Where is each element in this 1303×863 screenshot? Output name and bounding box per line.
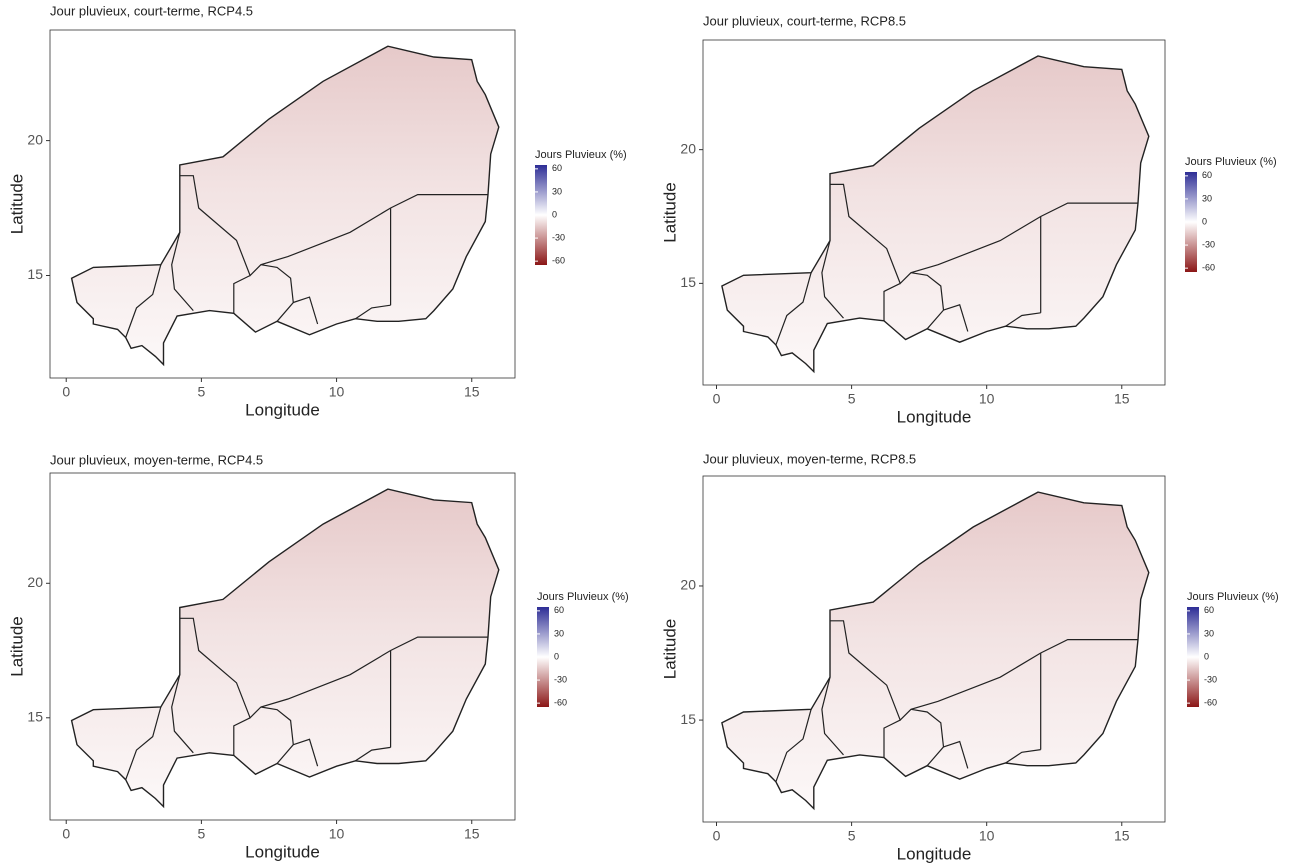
map-panel: Jour pluvieux, moyen-terme, RCP8.5 0 5 10 15… — [660, 451, 1278, 863]
panel-title: Jour pluvieux, moyen-terme, RCP8.5 — [703, 451, 916, 466]
region-border — [775, 272, 812, 346]
region-border — [293, 296, 319, 325]
x-tick-label: 5 — [197, 384, 205, 400]
region-border — [821, 677, 844, 756]
legend-tick-label: 30 — [1204, 628, 1214, 638]
legend-tick-label: 0 — [552, 209, 557, 219]
x-axis-label: Longitude — [245, 400, 320, 419]
x-tick-label: 10 — [979, 391, 995, 407]
x-tick-label: 15 — [464, 384, 480, 400]
region-border — [821, 240, 844, 319]
legend-tick-label: 30 — [554, 628, 564, 638]
x-axis-label: Longitude — [897, 844, 972, 863]
legend-tick-label: -60 — [552, 256, 565, 266]
legend-tick-label: -30 — [552, 232, 565, 242]
x-tick-label: 5 — [197, 826, 205, 842]
panel-title: Jour pluvieux, court-terme, RCP4.5 — [50, 3, 253, 18]
color-bar — [1187, 607, 1199, 707]
legend-title: Jours Pluvieux (%) — [1187, 591, 1279, 603]
y-tick-label: 15 — [27, 708, 43, 724]
country-shape — [70, 488, 500, 809]
legend-tick-label: -30 — [1202, 239, 1215, 249]
region-border — [355, 746, 391, 762]
x-tick-label: 5 — [848, 391, 856, 407]
legend-tick-label: 60 — [1204, 605, 1214, 615]
x-tick-label: 0 — [713, 391, 721, 407]
legend-tick-label: -30 — [1204, 674, 1217, 684]
legend-tick-label: 60 — [554, 605, 564, 615]
y-tick-label: 15 — [680, 274, 696, 290]
map-panel: Jour pluvieux, moyen-terme, RCP4.5 0 5 10 15… — [7, 452, 628, 861]
region-border — [910, 272, 945, 330]
region-border — [1005, 312, 1041, 327]
region-border — [125, 706, 162, 780]
region-border — [775, 709, 812, 783]
y-tick-label: 15 — [680, 711, 696, 727]
region-border — [125, 264, 162, 338]
legend-title: Jours Pluvieux (%) — [1185, 156, 1277, 168]
panel-title: Jour pluvieux, moyen-terme, RCP4.5 — [50, 452, 263, 467]
region-border — [883, 719, 901, 758]
panel-title: Jour pluvieux, court-terme, RCP8.5 — [703, 13, 906, 28]
y-tick-label: 20 — [680, 577, 696, 593]
region-border — [233, 274, 251, 314]
y-tick-label: 20 — [27, 131, 43, 147]
region-border — [355, 304, 391, 320]
region-border — [943, 304, 969, 332]
y-tick-label: 15 — [27, 266, 43, 282]
x-tick-label: 0 — [713, 828, 721, 844]
x-tick-label: 10 — [329, 384, 345, 400]
legend-tick-label: -60 — [1204, 698, 1217, 708]
y-tick-label: 20 — [680, 140, 696, 156]
region-border — [260, 264, 294, 322]
legend-tick-label: 0 — [1204, 651, 1209, 661]
x-tick-label: 10 — [979, 828, 995, 844]
region-border — [1005, 749, 1041, 764]
region-border — [171, 674, 194, 754]
legend-tick-label: 30 — [552, 186, 562, 196]
region-border — [293, 738, 319, 767]
region-border — [883, 282, 901, 321]
color-bar — [537, 607, 549, 707]
map-panel: Jour pluvieux, court-terme, RCP4.5 0 5 10 15… — [7, 3, 626, 419]
x-tick-label: 10 — [329, 826, 345, 842]
x-axis-label: Longitude — [245, 842, 320, 861]
legend-title: Jours Pluvieux (%) — [535, 149, 627, 161]
legend-tick-label: 60 — [1202, 170, 1212, 180]
x-tick-label: 15 — [464, 826, 480, 842]
region-border — [943, 740, 969, 769]
y-axis-label: Latitude — [7, 616, 26, 677]
x-tick-label: 0 — [62, 826, 70, 842]
legend-tick-label: -30 — [554, 674, 567, 684]
legend-tick-label: 0 — [554, 651, 559, 661]
legend-tick-label: -60 — [1202, 263, 1215, 273]
x-axis-label: Longitude — [897, 407, 972, 426]
region-border — [260, 706, 294, 764]
country-shape — [70, 45, 500, 367]
y-tick-label: 20 — [27, 574, 43, 590]
legend-tick-label: 30 — [1202, 193, 1212, 203]
legend-tick-label: 0 — [1202, 216, 1207, 226]
legend-title: Jours Pluvieux (%) — [537, 591, 629, 603]
map-panel: Jour pluvieux, court-terme, RCP8.5 0 5 10 15… — [660, 13, 1276, 426]
x-tick-label: 15 — [1114, 828, 1130, 844]
y-axis-label: Latitude — [660, 182, 679, 243]
x-tick-label: 5 — [848, 828, 856, 844]
y-axis-label: Latitude — [7, 174, 26, 235]
color-bar — [535, 165, 547, 265]
color-bar — [1185, 172, 1197, 272]
region-border — [233, 717, 251, 756]
country-shape — [721, 55, 1150, 374]
legend-tick-label: -60 — [554, 698, 567, 708]
region-border — [910, 708, 945, 767]
country-shape — [721, 491, 1150, 811]
legend-tick-label: 60 — [552, 163, 562, 173]
region-border — [171, 232, 194, 311]
y-axis-label: Latitude — [660, 619, 679, 680]
x-tick-label: 0 — [62, 384, 70, 400]
x-tick-label: 15 — [1114, 391, 1130, 407]
